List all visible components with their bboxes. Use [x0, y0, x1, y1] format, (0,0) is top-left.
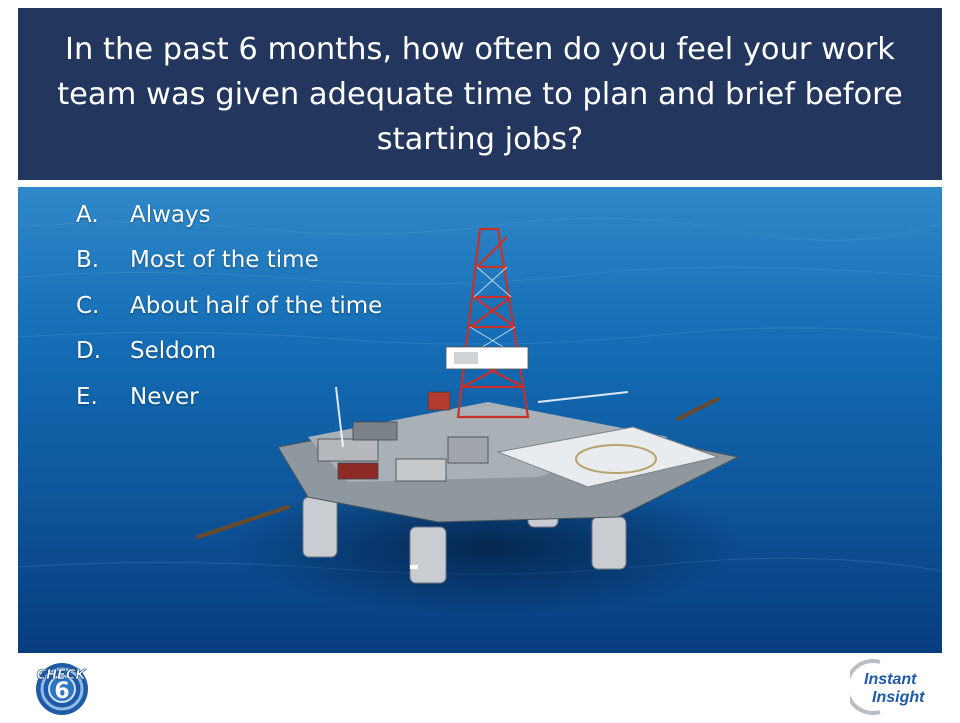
answer-text: Never: [130, 383, 199, 410]
answer-letter: A.: [76, 201, 99, 228]
answer-option-c[interactable]: C. About half of the time: [76, 283, 382, 329]
answer-option-e[interactable]: E. Never: [76, 374, 382, 420]
answer-letter: E.: [76, 383, 98, 410]
instant-insight-logo: Instant Insight: [844, 656, 940, 716]
instant-insight-logo-mark: Instant Insight: [844, 659, 925, 715]
instant-insight-line1: Instant: [864, 671, 917, 688]
question-title-bar: In the past 6 months, how often do you f…: [18, 8, 942, 180]
answer-letter: B.: [76, 247, 100, 274]
check-6-logo: 6 CHECK: [28, 656, 100, 718]
answer-list: A. Always B. Most of the time C. About h…: [76, 192, 382, 420]
answer-text: About half of the time: [130, 292, 383, 319]
answer-option-b[interactable]: B. Most of the time: [76, 238, 382, 284]
answer-text: Seldom: [130, 338, 217, 365]
answer-letter: D.: [76, 338, 102, 365]
answer-letter: C.: [76, 292, 100, 319]
check-6-logo-text: CHECK: [37, 668, 87, 683]
check-6-logo-mark: 6 CHECK: [36, 663, 88, 715]
instant-insight-line2: Insight: [872, 689, 925, 706]
question-text: In the past 6 months, how often do you f…: [57, 31, 903, 157]
answer-option-a[interactable]: A. Always: [76, 192, 382, 238]
oil-rig-illustration: [18, 187, 942, 653]
answer-text: Always: [130, 201, 211, 228]
answer-text: Most of the time: [130, 247, 319, 274]
check-6-logo-number: 6: [54, 679, 69, 704]
answer-option-d[interactable]: D. Seldom: [76, 329, 382, 375]
oil-rig-photo: [18, 187, 942, 653]
